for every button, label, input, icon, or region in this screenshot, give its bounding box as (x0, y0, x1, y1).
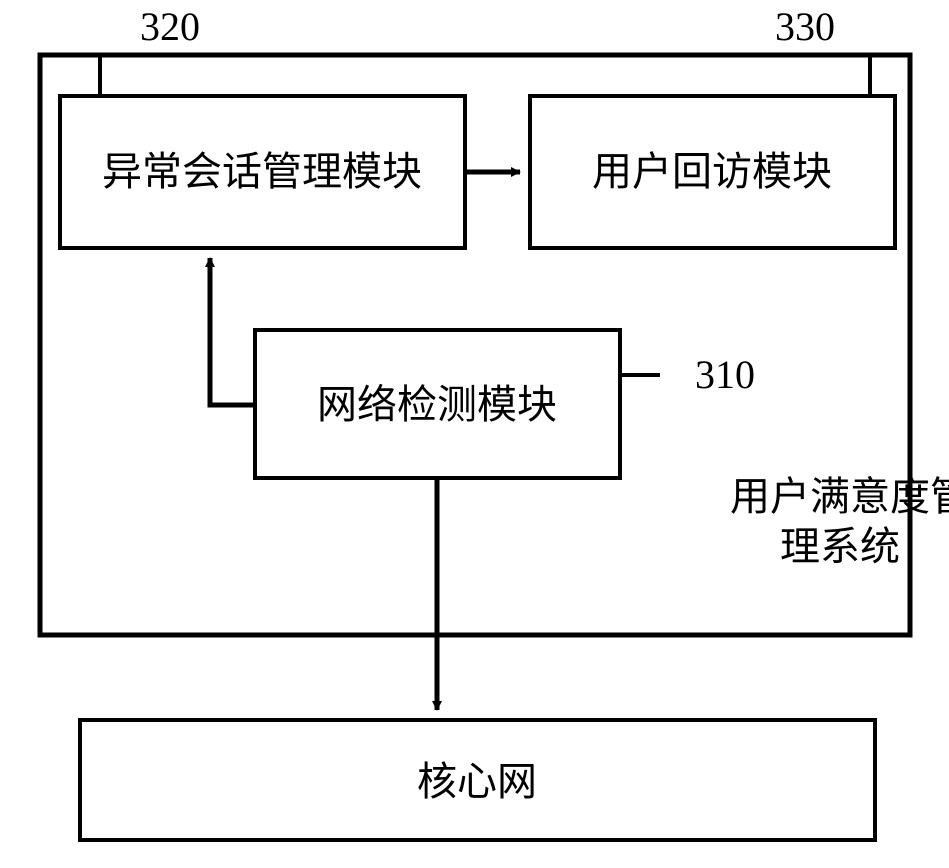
box-core-label: 核心网 (417, 759, 537, 804)
edge-310-320 (210, 258, 255, 405)
box-310-label: 网络检测模块 (317, 382, 557, 427)
system-label-line2: 理系统 (780, 524, 900, 569)
diagram-canvas: 用户满意度管 理系统 320 异常会话管理模块 330 用户回访模块 310 网… (0, 0, 949, 868)
system-label-line1: 用户满意度管 (730, 474, 949, 519)
number-320: 320 (140, 4, 200, 49)
box-320-label: 异常会话管理模块 (102, 149, 422, 194)
box-330-label: 用户回访模块 (592, 149, 832, 194)
number-310: 310 (695, 352, 755, 397)
number-330: 330 (775, 4, 835, 49)
